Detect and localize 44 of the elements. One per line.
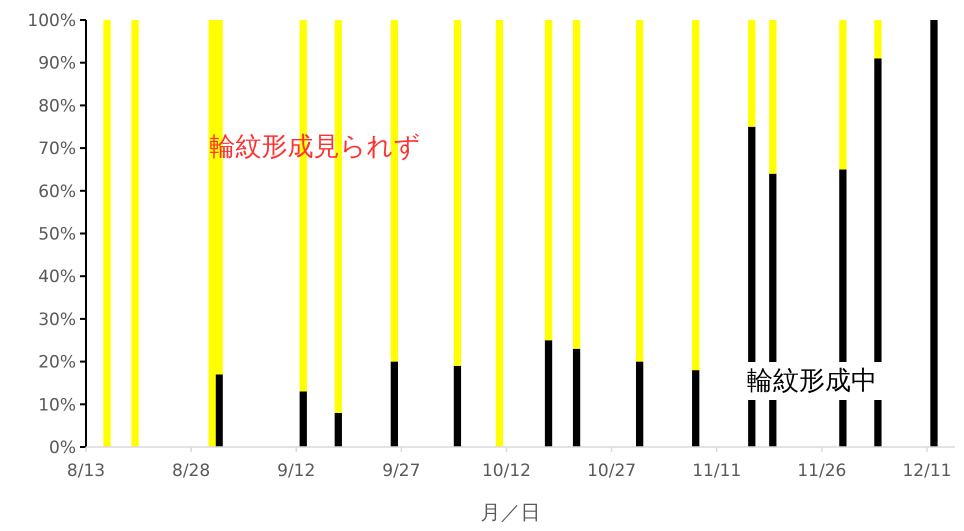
annotation: 輪紋形成中 — [747, 366, 877, 396]
y-tick-label: 30% — [38, 310, 76, 330]
bar — [572, 348, 580, 447]
bar — [692, 370, 700, 447]
bar — [390, 362, 398, 447]
bar — [636, 362, 644, 447]
x-tick-label: 8/28 — [172, 461, 210, 481]
bar — [216, 374, 223, 447]
x-axis-title: 月／日 — [480, 500, 540, 524]
x-tick-label: 8/13 — [66, 461, 106, 481]
y-tick-label: 0% — [49, 438, 76, 458]
bar — [496, 20, 504, 447]
bar — [769, 20, 776, 174]
x-tick-label: 12/11 — [902, 461, 952, 481]
y-tick-label: 60% — [38, 182, 76, 202]
bar — [748, 20, 756, 127]
x-tick-label: 10/27 — [587, 461, 636, 481]
x-tick-label: 11/26 — [797, 461, 846, 481]
bar — [131, 20, 139, 447]
bar — [839, 20, 847, 170]
y-tick-label: 80% — [38, 96, 76, 116]
y-tick-label: 20% — [38, 352, 76, 373]
y-tick-label: 70% — [38, 139, 76, 160]
bar — [334, 412, 342, 447]
bar — [103, 20, 111, 447]
y-tick-label: 10% — [38, 395, 76, 416]
x-tick-label: 11/11 — [692, 461, 742, 481]
bar — [572, 20, 580, 349]
y-tick-label: 90% — [38, 54, 76, 74]
bar — [544, 340, 552, 447]
x-tick-label: 9/27 — [382, 461, 420, 481]
y-tick-label: 50% — [38, 224, 76, 244]
x-tick-label: 9/12 — [277, 461, 316, 481]
bar — [636, 20, 644, 362]
bar — [454, 20, 462, 366]
bar — [874, 20, 882, 58]
y-tick-label: 100% — [27, 11, 76, 31]
bar — [544, 20, 552, 340]
bar — [300, 391, 307, 447]
bar — [930, 20, 938, 447]
bar — [692, 20, 700, 370]
y-tick-label: 40% — [38, 267, 76, 288]
bar — [454, 366, 462, 447]
x-tick-label: 10/12 — [482, 461, 531, 481]
